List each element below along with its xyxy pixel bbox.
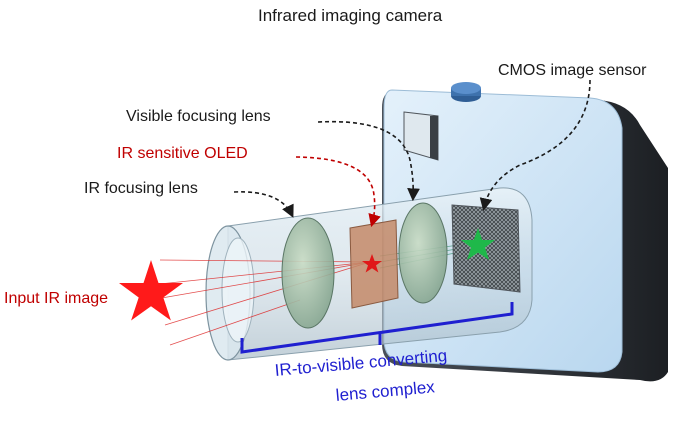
ir-oled-label: IR sensitive OLED: [117, 145, 248, 162]
ir-focusing-lens: [281, 217, 335, 329]
input-ir-label: Input IR image: [4, 290, 109, 307]
leader-arrows: [233, 79, 591, 228]
oled-star-icon: [362, 254, 382, 273]
visible-lens-label: Visible focusing lens: [126, 108, 271, 125]
cmos-sensor: [451, 204, 521, 293]
lens-complex-bracket: [240, 302, 514, 354]
visible-lens-leader: [317, 120, 420, 202]
ir-oled-plate: [349, 219, 399, 309]
viewfinder: [403, 111, 439, 161]
cmos-label: CMOS image sensor: [498, 62, 647, 79]
input-ir-star-icon: [119, 260, 183, 321]
oled-leader: [295, 156, 381, 228]
visible-focusing-lens: [398, 202, 448, 304]
cmos-leader: [479, 79, 591, 212]
sensor-star-icon: [461, 228, 495, 260]
diagram-title: Infrared imaging camera: [258, 6, 443, 25]
ir-lens-leader: [233, 191, 294, 218]
shutter-button: [451, 82, 481, 102]
ir-lens-label: IR focusing lens: [84, 180, 198, 197]
